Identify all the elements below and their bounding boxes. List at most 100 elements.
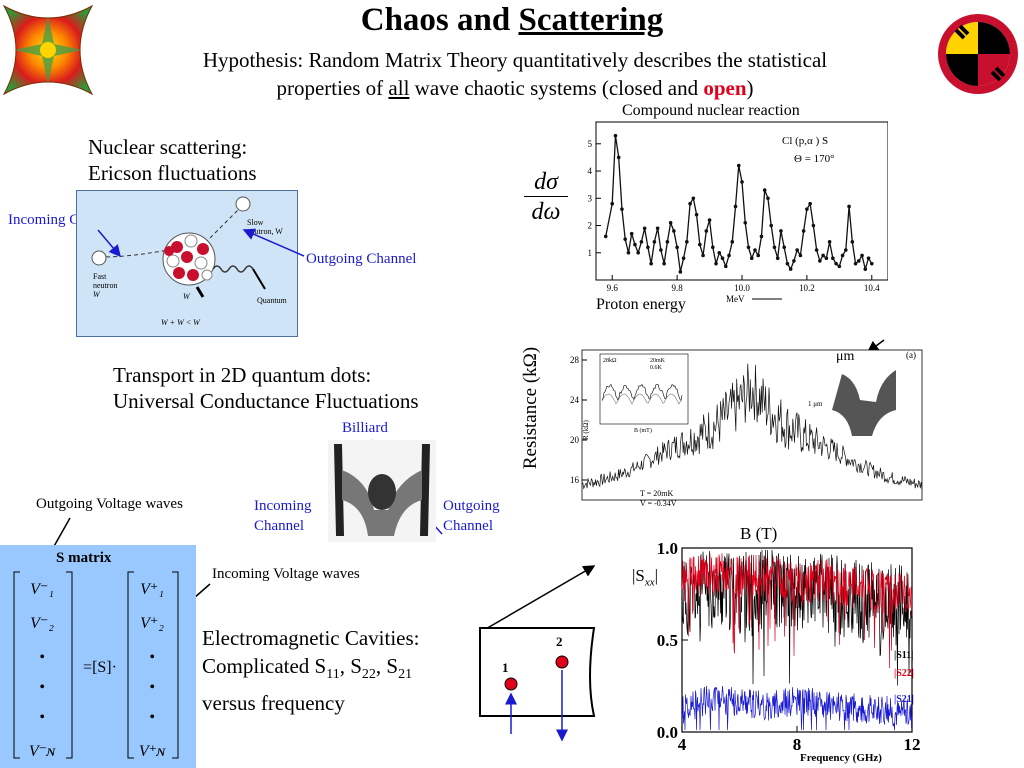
chart2-ytick-label: 28 [570, 355, 580, 365]
chart1-point [626, 250, 631, 255]
chart3-xtick-label: 8 [793, 735, 802, 754]
chart1-point [753, 248, 757, 252]
chart1-point [704, 229, 709, 233]
chart1-point [782, 245, 786, 250]
chart1-point [636, 250, 640, 255]
chart1-point [814, 248, 819, 252]
svg-text:Slow: Slow [247, 218, 264, 227]
chart1-point [866, 256, 871, 261]
chart1-point [623, 237, 627, 241]
chart1-point [863, 267, 868, 271]
chart1-point [808, 201, 812, 206]
university-shield-logo [938, 14, 1018, 94]
chart1-point [850, 240, 855, 244]
chart1-x-unit: MeV [726, 294, 745, 304]
chart2-series-line [581, 363, 923, 490]
matrix-bracket [127, 571, 134, 759]
chart3-legend-entry: |S22| [894, 668, 914, 679]
chart1-point [711, 245, 715, 250]
em-heading: Electromagnetic Cavities: Complicated S1… [202, 626, 420, 716]
chart1-point [678, 270, 683, 274]
chart1-point [649, 261, 653, 266]
chart1-point [818, 259, 822, 263]
chart1-angle-label: Θ = 170° [794, 153, 835, 165]
chart1-point [779, 229, 783, 233]
chart1-point [834, 261, 838, 266]
fractal-logo [2, 4, 94, 96]
chart1-frame [595, 121, 888, 281]
chart1-point [659, 248, 663, 252]
chart1-xtick-label: 10.4 [864, 283, 880, 293]
chart2-inner-ylabel: R (kΩ) [582, 420, 590, 440]
nuclear-scattering-diagram: Slow neutron, W Fast neutron W W Quantum… [76, 190, 298, 337]
chart2-panel-label: (a) [906, 350, 916, 360]
chart3-ytick-label: 0.5 [657, 631, 678, 650]
chart1-point [775, 256, 780, 261]
chart1-point [788, 267, 793, 271]
incoming-voltage-label: Incoming Voltage waves [212, 566, 360, 582]
chart1-point [759, 234, 764, 239]
resistance-xlabel: B (T) [740, 524, 778, 543]
chart3-ytick-label: 0.0 [657, 723, 678, 742]
svg-text:neutron, W: neutron, W [247, 227, 283, 236]
chart3-series-line [681, 553, 913, 669]
s-matrix-operator: =[S]· [83, 659, 117, 676]
outgoing-voltage-label: Outgoing Voltage waves [36, 496, 183, 512]
chart1-point [795, 248, 799, 252]
chart1-point [824, 256, 829, 261]
chart1-point [798, 253, 803, 258]
nuclear-heading: Nuclear scattering: Ericson fluctuations [88, 135, 257, 185]
chart1-point [633, 242, 637, 247]
cavity-diagram: 1 2 [479, 627, 596, 742]
chart1-point [652, 240, 657, 244]
chart1-point [847, 204, 851, 209]
resistance-ylabel: Resistance (kΩ) [520, 346, 541, 470]
chart1-point [616, 155, 621, 160]
chart1-point [837, 264, 842, 269]
chart1-point [655, 226, 660, 231]
svg-text:W: W [183, 292, 191, 301]
inset-xlabel: B (mT) [634, 427, 652, 434]
billiard-label: Billiard [342, 420, 388, 436]
inset-line-1 [601, 383, 683, 402]
chart1-xtick-label: 9.6 [607, 283, 619, 293]
chart1-reaction-label: Cl (p,α ) S [782, 135, 828, 147]
chart1-point [792, 259, 796, 263]
chart1-ytick-label: 3 [588, 193, 593, 203]
chart1-point [723, 264, 728, 269]
transport-incoming-label: Incoming Channel [254, 498, 312, 534]
chart1-point [639, 240, 644, 244]
port-1-icon [504, 677, 518, 691]
chart3-xtick-label: 4 [678, 735, 687, 754]
chart1-point [675, 245, 679, 250]
chart1-point [769, 223, 773, 228]
chart1-point [869, 261, 874, 266]
s-matrix-right-entry: • [149, 679, 155, 696]
chart1-point [685, 240, 689, 244]
frequency-xlabel: Frequency (GHz) [800, 752, 882, 764]
matrix-bracket [13, 571, 20, 759]
frequency-chart: 0.0 0.5 1.0 4 8 12 |S11| |S22| |S21| [657, 539, 921, 754]
chart2-scale-bar-label: 1 μm [808, 400, 823, 408]
chart2-condition-1: T = 20mK [640, 489, 673, 498]
chart1-ytick-label: 5 [588, 139, 593, 149]
chart1-point [785, 261, 790, 266]
s-matrix-right-entry: V⁺₁ [140, 581, 164, 598]
chart1-point [613, 133, 618, 138]
s-matrix-right-entry: V⁺ɴ [139, 743, 166, 760]
chart1-point [749, 256, 754, 261]
chart1-point [646, 245, 650, 250]
svg-text:W: W [93, 290, 101, 299]
svg-text:1: 1 [502, 660, 509, 675]
chart1-point [691, 196, 696, 201]
chart3-series-line [681, 685, 913, 731]
inset-legend-1: 20mK [650, 358, 666, 364]
nuclear-outgoing-label: Outgoing Channel [306, 251, 417, 267]
nucleus-icon [162, 232, 216, 286]
chart1-point [620, 207, 624, 211]
chart2-ytick-label: 24 [570, 395, 580, 405]
chart1-point [688, 201, 692, 206]
inset-line-2 [601, 393, 683, 405]
chart1-point [603, 234, 608, 239]
